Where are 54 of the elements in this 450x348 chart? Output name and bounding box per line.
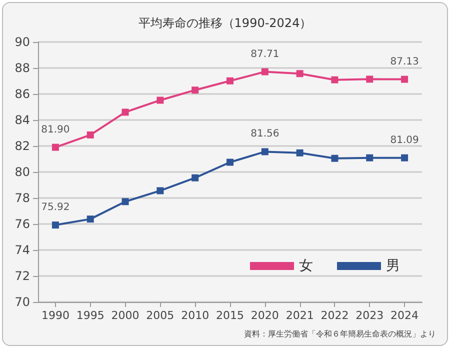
point	[366, 76, 374, 83]
x-tick-label: 2020	[250, 309, 279, 322]
data-label: 87.13	[390, 56, 419, 68]
y-tick-label: 70	[14, 295, 30, 309]
x-tick-label: 1990	[41, 309, 70, 322]
point	[52, 144, 59, 151]
point	[226, 158, 234, 166]
x-tick-label: 1995	[76, 309, 104, 322]
x-tick-label: 2021	[286, 309, 314, 322]
y-tick-label: 76	[14, 217, 30, 231]
y-tick-label: 74	[14, 243, 30, 257]
point	[52, 222, 59, 229]
point	[192, 174, 199, 182]
point	[261, 148, 268, 156]
data-label: 81.09	[390, 134, 419, 146]
legend-label: 女	[299, 258, 313, 274]
point	[226, 77, 234, 84]
point	[86, 216, 94, 223]
x-tick-label: 2015	[216, 309, 244, 322]
y-tick-label: 86	[14, 87, 30, 101]
x-tick-label: 2000	[111, 309, 140, 322]
point	[331, 76, 338, 84]
x-tick-label: 2023	[356, 309, 384, 322]
y-tick-label: 88	[14, 61, 30, 75]
y-tick-label: 80	[14, 165, 30, 179]
y-tick-label: 72	[14, 269, 30, 283]
x-tick-label: 2010	[181, 309, 210, 322]
text: 資料：厚生労働省「令和６年簡易生命表の概況」より	[244, 330, 436, 338]
data-label: 75.92	[41, 202, 70, 214]
x-tick-label: 2005	[146, 309, 174, 322]
point	[122, 108, 129, 116]
legend-label: 男	[386, 258, 400, 274]
point	[331, 154, 338, 162]
y-tick-label: 82	[14, 139, 30, 153]
point	[366, 154, 374, 162]
chart-title: 平均寿命の推移（1990-2024）	[138, 16, 312, 30]
y-tick-label: 78	[14, 191, 30, 205]
x-tick-label: 2024	[390, 309, 419, 322]
point	[261, 68, 268, 76]
data-label: 81.90	[41, 124, 70, 136]
point	[296, 149, 304, 156]
y-tick-label: 90	[14, 35, 30, 49]
point	[296, 70, 304, 78]
point	[122, 198, 129, 206]
point	[192, 86, 199, 94]
y-tick-label: 84	[14, 113, 30, 127]
x-tick-label: 2022	[320, 309, 349, 322]
point	[86, 131, 94, 138]
point	[401, 76, 408, 83]
point	[156, 96, 164, 104]
data-label: 87.71	[250, 48, 280, 60]
point	[156, 187, 164, 194]
data-label: 81.56	[250, 128, 280, 140]
point	[401, 154, 408, 162]
